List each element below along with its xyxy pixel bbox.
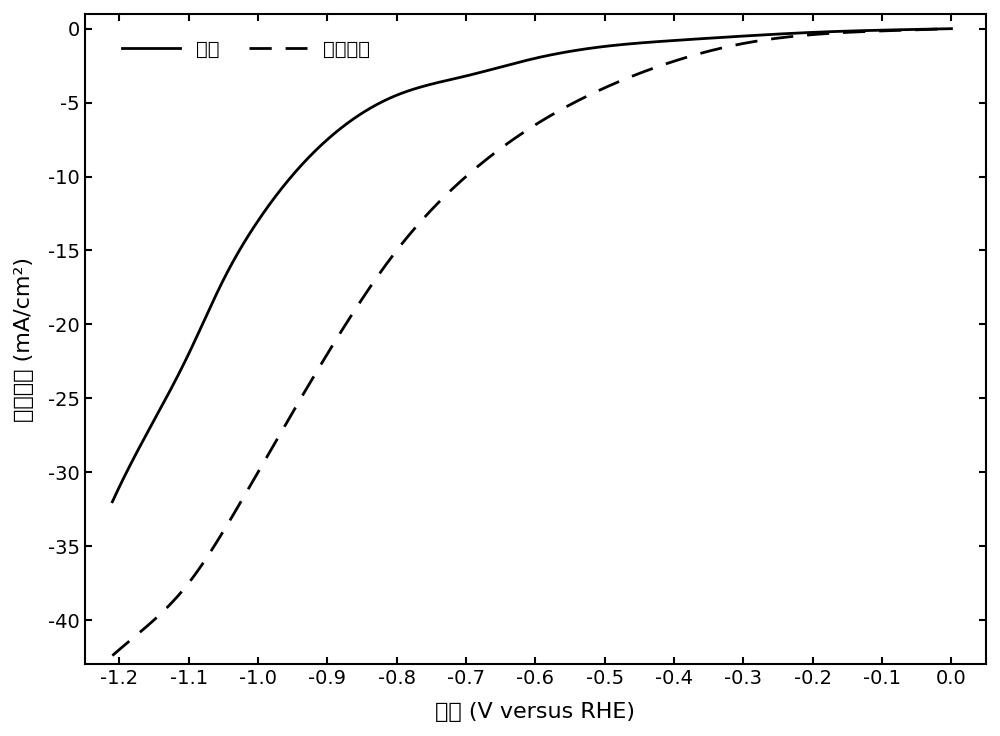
Y-axis label: 电流密度 (mA/cm²): 电流密度 (mA/cm²) [14, 257, 34, 422]
Legend: 氯气, 二氧化碳: 氯气, 二氧化碳 [112, 30, 379, 68]
X-axis label: 电势 (V versus RHE): 电势 (V versus RHE) [435, 702, 635, 722]
